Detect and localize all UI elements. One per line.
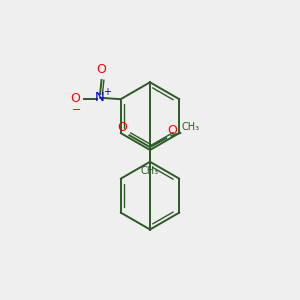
Text: N: N	[95, 91, 105, 104]
Text: −: −	[72, 105, 82, 115]
Text: +: +	[103, 87, 110, 98]
Text: O: O	[70, 92, 80, 105]
Text: CH₃: CH₃	[181, 122, 199, 132]
Text: O: O	[168, 124, 178, 137]
Text: O: O	[117, 121, 127, 134]
Text: CH₃: CH₃	[141, 167, 159, 176]
Text: O: O	[97, 63, 106, 76]
